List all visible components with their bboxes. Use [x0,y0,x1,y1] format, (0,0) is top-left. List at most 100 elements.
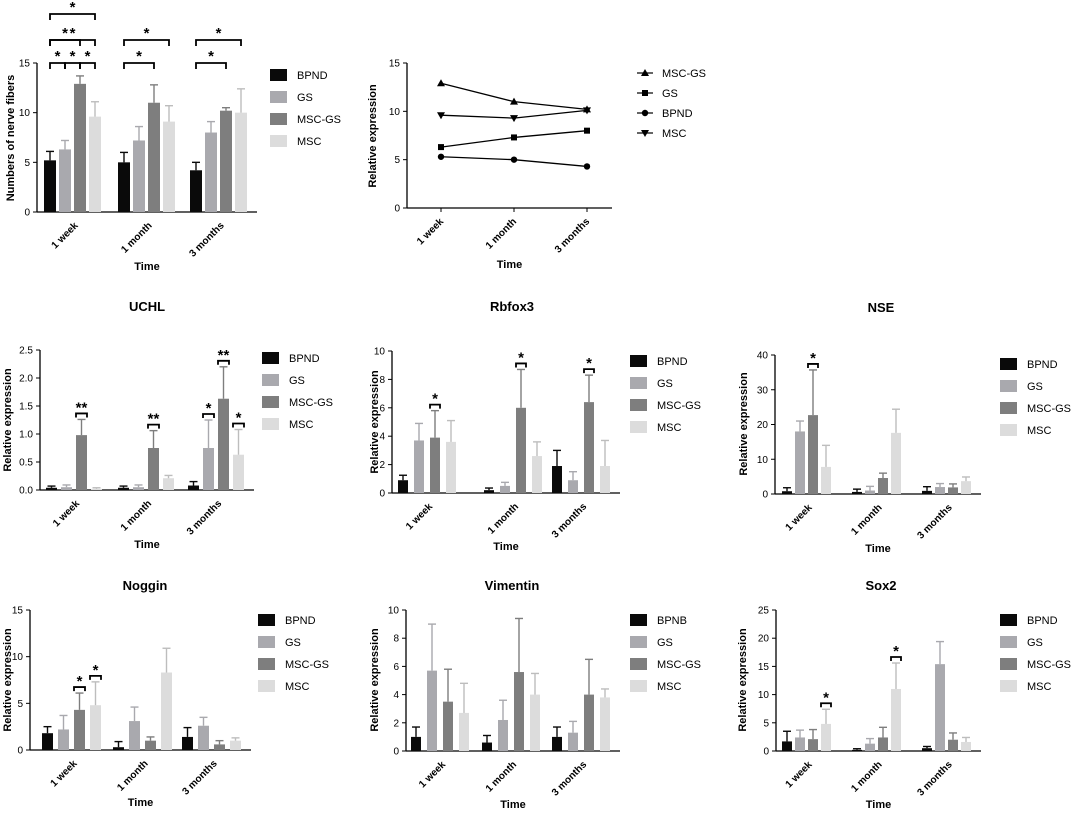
legend-swatch-gs [630,636,647,648]
data-point [437,79,445,87]
bar-msc-gs [808,415,818,494]
significance-bracket [202,413,215,418]
category-label: 3 months [915,502,955,542]
legend-swatch-msc [1000,424,1017,436]
bar-bpnb [411,736,421,751]
y-tick-label: 10 [758,690,770,701]
chart-rbfox3: 0 2 4 6 8 10 Relative expression Time Rbfox3 1 we… [369,299,701,553]
legend-swatch-gs [258,636,275,648]
bar-msc [230,740,241,750]
legend-label: MSC-GS [1027,403,1071,415]
bar-gs [568,732,578,751]
significance-marker: ** [76,399,88,416]
significance-bracket [232,422,245,428]
y-tick-label: 40 [757,351,769,362]
legend-label: GS [1027,381,1043,393]
y-tick-label: 10 [388,606,400,617]
bar-gs [865,490,875,494]
data-point [510,156,518,163]
chart-vimentin: 0 2 4 6 8 10 Relative expression Time Vimentin 1 … [369,578,701,811]
legend-swatch-msc-gs [258,658,275,670]
x-axis-label: Time [128,797,153,809]
category-label: 1 week [784,502,815,533]
legend-label: MSC [289,419,314,431]
legend-label: MSC-GS [662,68,706,80]
legend-label: BPND [657,356,688,368]
y-axis-label: Relative expression [369,628,381,732]
legend-label: BPNB [657,615,687,627]
bar-msc-gs [145,740,156,750]
significance-bracket [583,368,595,374]
bar-msc-gs [514,672,524,751]
bar-gs [59,149,71,212]
bar-msc [161,672,172,750]
category-label: 3 months [187,220,227,260]
bar-bpnd [113,747,124,750]
data-point [584,127,590,134]
significance-marker: * [518,349,524,366]
bar-bpnd [782,741,792,751]
x-axis-label: Time [134,261,159,273]
significance-bracket [123,39,170,46]
category-label: 1 month [119,220,154,255]
category-label: 1 week [51,498,82,529]
significance-marker: * [810,350,816,367]
bar-msc-gs [443,701,453,751]
bar-gs [61,487,72,490]
bar-bpnd [44,160,56,212]
chart-title: Rbfox3 [490,299,534,314]
significance-bracket [807,363,819,368]
legend-label: BPND [1027,359,1058,371]
legend-label: BPND [297,70,328,82]
y-tick-label: 5 [763,718,769,729]
y-tick-label: 4 [393,690,399,701]
bar-msc-gs [878,478,888,494]
y-tick-label: 20 [757,420,769,431]
bar-msc [90,705,101,750]
y-tick-label: 6 [393,662,399,673]
category-label: 1 week [50,220,81,251]
y-tick-label: 0.0 [19,486,33,497]
legend-label: BPND [289,353,320,365]
bar-msc [891,688,901,751]
category-label: 1 month [115,758,150,793]
bar-msc-gs [214,744,225,750]
legend-swatch-bpnd [1000,358,1017,370]
legend-swatch-msc-gs [630,399,647,411]
bar-msc-gs [948,487,958,494]
chart-noggin: 0 5 10 15 Relative expression Time Noggin 1 wee… [2,578,329,809]
category-label: 3 months [550,501,590,541]
y-axis-label: Relative expression [369,370,381,474]
bar-bpnd [782,491,792,494]
legend-label: GS [662,88,678,100]
legend-label: GS [657,637,673,649]
legend-label: MSC [657,422,682,434]
significance-bracket [147,423,160,429]
y-tick-label: 4 [379,432,385,443]
significance-bracket [73,686,86,692]
legend-label: MSC-GS [657,400,701,412]
legend-label: MSC-GS [657,659,701,671]
legend-label: MSC [285,681,310,693]
legend-swatch-msc [262,418,279,430]
data-point [510,115,518,123]
significance-marker: * [70,48,76,65]
bar-msc-gs [878,737,888,751]
bar-msc-gs [74,83,86,212]
legend-label: GS [289,375,305,387]
significance-bracket [217,359,230,365]
data-point [510,97,518,105]
bar-gs [198,725,209,750]
y-tick-label: 20 [758,634,770,645]
y-tick-label: 0 [762,490,768,501]
bar-bpnd [852,491,862,494]
bar-gs [205,132,217,212]
y-tick-label: 15 [389,59,401,70]
significance-marker: ** [218,347,230,364]
chart-nse: 0 10 20 30 40 Relative expression Time NSE 1 wee… [738,300,1071,555]
legend-swatch-bpnb [630,614,647,626]
y-tick-label: 10 [374,347,386,358]
category-label: 1 month [119,498,154,533]
legend-swatch-gs [1000,380,1017,392]
legend-swatch-msc-gs [270,113,287,125]
